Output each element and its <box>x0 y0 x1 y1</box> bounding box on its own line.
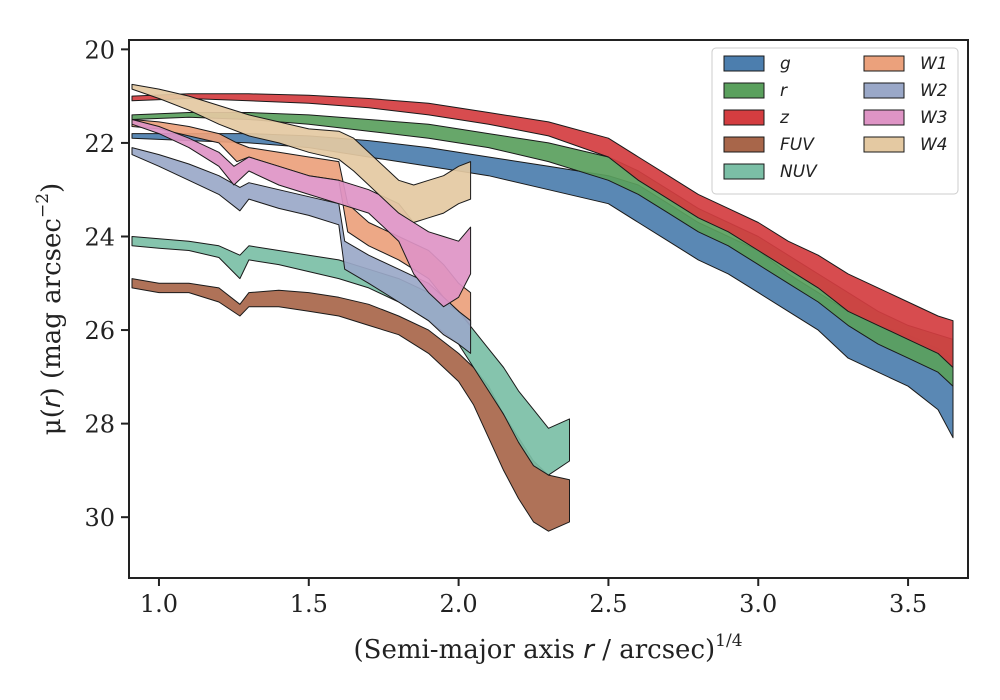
legend-swatch-w1 <box>863 55 905 72</box>
x-tick-label: 1.0 <box>140 590 178 618</box>
x-axis-title: (Semi-major axis r / arcsec)1/4 <box>353 631 742 665</box>
legend-label-fuv: FUV <box>780 135 815 155</box>
band-w4 <box>131 83 472 223</box>
legend-swatch-g <box>723 55 765 72</box>
x-tick-label: 2.5 <box>589 590 627 618</box>
x-tick-label: 2.0 <box>440 590 478 618</box>
legend-label-r: r <box>780 81 788 101</box>
legend-swatch-w4 <box>863 136 905 153</box>
legend-label-w1: W1 <box>920 54 948 74</box>
legend-label-z: z <box>779 108 790 128</box>
legend-swatch-w2 <box>863 82 905 99</box>
legend-swatch-nuv <box>723 163 765 180</box>
legend-label-w3: W3 <box>920 108 948 128</box>
x-tick-label: 3.0 <box>739 590 777 618</box>
plot-frame <box>128 39 969 579</box>
legend-label-g: g <box>780 54 791 74</box>
legend: grz FUV NUV W1 W2 W3 W4 <box>711 47 959 195</box>
y-axis-title: μ(r) (mag arcsec−2) <box>33 183 67 435</box>
x-axis-ticks: 1.0 1.5 2.0 2.5 3.0 3.5 <box>140 578 927 618</box>
legend-swatch-w3 <box>863 109 905 126</box>
y-tick-label: 22 <box>84 130 115 158</box>
legend-label-w4: W4 <box>920 135 948 155</box>
profile-bands <box>131 83 954 532</box>
y-tick-label: 28 <box>84 411 115 439</box>
band-nuv <box>131 236 570 476</box>
x-tick-label: 1.5 <box>290 590 328 618</box>
band-r <box>131 112 954 387</box>
legend-swatch-fuv <box>723 136 765 153</box>
y-tick-label: 26 <box>84 317 115 345</box>
y-axis-ticks: 20 22 24 26 28 30 <box>84 36 129 532</box>
legend-label-w2: W2 <box>920 81 948 101</box>
legend-label-nuv: NUV <box>780 162 818 182</box>
band-g <box>131 133 954 439</box>
band-fuv <box>131 278 570 532</box>
band-z <box>131 93 954 368</box>
band-w2 <box>131 147 472 354</box>
legend-swatch-r <box>723 82 765 99</box>
x-tick-label: 3.5 <box>889 590 927 618</box>
y-tick-label: 24 <box>84 223 115 251</box>
y-tick-label: 30 <box>84 504 115 532</box>
y-tick-label: 20 <box>84 36 115 64</box>
legend-swatch-z <box>723 109 765 126</box>
